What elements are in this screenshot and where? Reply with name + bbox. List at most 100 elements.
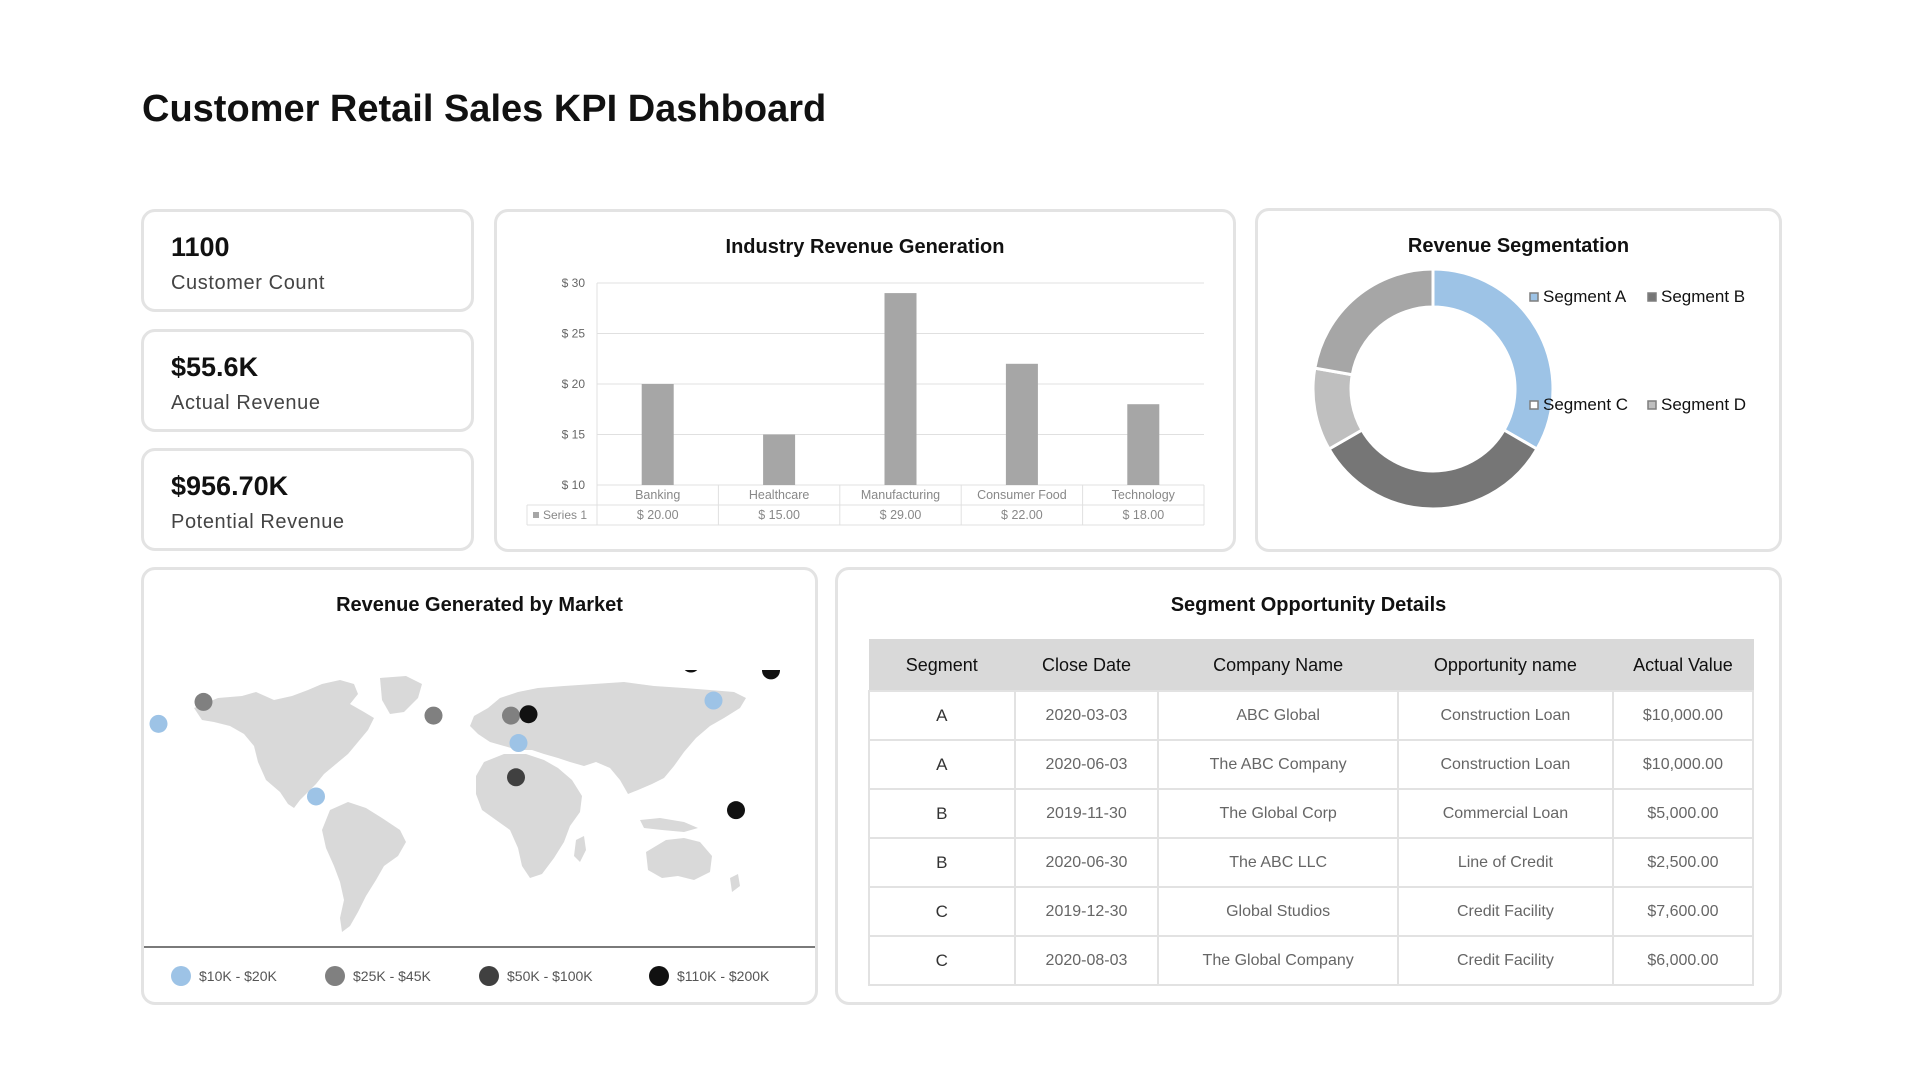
legend-swatch bbox=[1529, 400, 1539, 410]
map-marker bbox=[507, 768, 525, 787]
legend-item-50k-100k: $50K - $100K bbox=[479, 964, 593, 988]
north-america-shape bbox=[194, 680, 374, 808]
cell-actual-value: $10,000.00 bbox=[1611, 690, 1755, 741]
legend-swatch bbox=[325, 966, 345, 986]
map-legend: $10K - $20K $25K - $45K $50K - $100K $11… bbox=[144, 964, 815, 988]
kpi-label: Customer Count bbox=[171, 272, 326, 294]
kpi-label: Potential Revenue bbox=[171, 511, 345, 533]
africa-shape bbox=[476, 754, 582, 878]
new-zealand-shape bbox=[730, 874, 740, 892]
cell-company-name: The ABC Company bbox=[1157, 739, 1399, 790]
table-row: C 2020-08-03 The Global Company Credit F… bbox=[868, 935, 1755, 986]
category-label: Technology bbox=[1112, 488, 1176, 502]
cell-company-name: The Global Corp bbox=[1157, 788, 1399, 839]
greenland-shape bbox=[380, 676, 422, 714]
cell-actual-value: $5,000.00 bbox=[1611, 788, 1755, 839]
legend-label: $110K - $200K bbox=[677, 968, 770, 984]
legend-swatch bbox=[171, 966, 191, 986]
cell-opportunity-name: Commercial Loan bbox=[1396, 788, 1614, 839]
table-header-row: Segment Close Date Company Name Opportun… bbox=[868, 639, 1754, 692]
map-marker bbox=[762, 670, 780, 680]
legend-swatch bbox=[1647, 292, 1657, 302]
map-title: Revenue Generated by Market bbox=[336, 594, 623, 616]
map-legend-divider bbox=[144, 946, 815, 948]
bar bbox=[763, 434, 796, 485]
opportunity-table-panel: Segment Opportunity Details Segment Clos… bbox=[835, 567, 1782, 1005]
map-markers bbox=[149, 670, 780, 820]
y-tick-label: $ 25 bbox=[562, 327, 586, 341]
cell-segment: B bbox=[868, 837, 1016, 888]
data-label: $ 18.00 bbox=[1122, 508, 1164, 522]
chart-title: Industry Revenue Generation bbox=[725, 236, 1005, 258]
bar bbox=[1127, 404, 1160, 485]
legend-label: Segment C bbox=[1543, 395, 1628, 414]
cell-company-name: Global Studios bbox=[1157, 886, 1399, 937]
industry-revenue-chart: $ 10 $ 15 $ 20 $ 25 $ 30 Series 1 Banking $ 20.… bbox=[526, 276, 1205, 526]
south-america-shape bbox=[322, 802, 406, 932]
series-swatch bbox=[533, 512, 539, 518]
bar bbox=[1005, 363, 1038, 485]
map-marker bbox=[307, 787, 325, 806]
legend-label: $25K - $45K bbox=[353, 968, 431, 984]
category-label: Consumer Food bbox=[977, 488, 1067, 502]
cell-opportunity-name: Credit Facility bbox=[1396, 886, 1614, 937]
cell-close-date: 2020-08-03 bbox=[1013, 935, 1160, 986]
cell-company-name: The Global Company bbox=[1157, 935, 1399, 986]
kpi-card-potential-revenue: $956.70K Potential Revenue bbox=[141, 448, 474, 551]
indonesia-shape bbox=[640, 818, 698, 832]
data-label: $ 20.00 bbox=[637, 508, 679, 522]
data-label: $ 29.00 bbox=[880, 508, 922, 522]
cell-actual-value: $10,000.00 bbox=[1611, 739, 1755, 790]
australia-shape bbox=[646, 838, 712, 880]
cell-actual-value: $6,000.00 bbox=[1611, 935, 1755, 986]
page-title: Customer Retail Sales KPI Dashboard bbox=[142, 88, 827, 130]
column-header: Actual Value bbox=[1612, 639, 1754, 692]
cell-segment: C bbox=[868, 886, 1016, 937]
cell-segment: A bbox=[868, 690, 1016, 741]
donut-slice bbox=[1327, 427, 1539, 511]
category-label: Banking bbox=[635, 488, 680, 502]
world-map bbox=[149, 670, 780, 932]
map-marker bbox=[502, 706, 520, 725]
cell-segment: A bbox=[868, 739, 1016, 790]
series-name: Series 1 bbox=[543, 508, 587, 522]
column-header: Close Date bbox=[1014, 639, 1159, 692]
legend-label: Segment B bbox=[1661, 287, 1745, 306]
kpi-card-actual-revenue: $55.6K Actual Revenue bbox=[141, 329, 474, 432]
cell-opportunity-name: Credit Facility bbox=[1396, 935, 1614, 986]
market-map-panel: Revenue Generated by Market $10K - $20K … bbox=[141, 567, 818, 1005]
map-marker bbox=[194, 692, 213, 711]
category-label: Healthcare bbox=[749, 488, 809, 502]
legend-label: $10K - $20K bbox=[199, 968, 277, 984]
cell-close-date: 2020-06-03 bbox=[1013, 739, 1160, 790]
y-tick-label: $ 15 bbox=[562, 428, 586, 442]
kpi-label: Actual Revenue bbox=[171, 392, 321, 414]
y-tick-label: $ 10 bbox=[562, 478, 586, 492]
opportunity-table: Segment Close Date Company Name Opportun… bbox=[868, 639, 1755, 986]
kpi-card-customer-count: 1100 Customer Count bbox=[141, 209, 474, 312]
map-marker bbox=[519, 705, 538, 724]
bar bbox=[641, 384, 674, 485]
kpi-value: $55.6K bbox=[171, 352, 259, 382]
kpi-value: $956.70K bbox=[171, 471, 289, 501]
cell-opportunity-name: Line of Credit bbox=[1396, 837, 1614, 888]
chart-title: Revenue Segmentation bbox=[1407, 235, 1630, 257]
table-row: B 2019-11-30 The Global Corp Commercial … bbox=[868, 788, 1755, 839]
legend-label: Segment D bbox=[1661, 395, 1746, 414]
map-marker bbox=[704, 691, 723, 710]
y-tick-label: $ 30 bbox=[562, 276, 586, 290]
cell-opportunity-name: Construction Loan bbox=[1396, 739, 1614, 790]
continents bbox=[194, 676, 746, 932]
map-marker bbox=[727, 801, 745, 820]
cell-actual-value: $2,500.00 bbox=[1611, 837, 1755, 888]
bar bbox=[884, 293, 917, 485]
legend-swatch bbox=[479, 966, 499, 986]
map-marker bbox=[149, 714, 168, 733]
legend-item-10k-20k: $10K - $20K bbox=[171, 964, 277, 988]
category-label: Manufacturing bbox=[861, 488, 940, 502]
map-marker bbox=[424, 706, 443, 725]
map-marker bbox=[509, 734, 528, 753]
industry-revenue-panel: Industry Revenue Generation $ 10 $ 15 $ 20… bbox=[494, 209, 1236, 552]
data-label: $ 15.00 bbox=[758, 508, 800, 522]
